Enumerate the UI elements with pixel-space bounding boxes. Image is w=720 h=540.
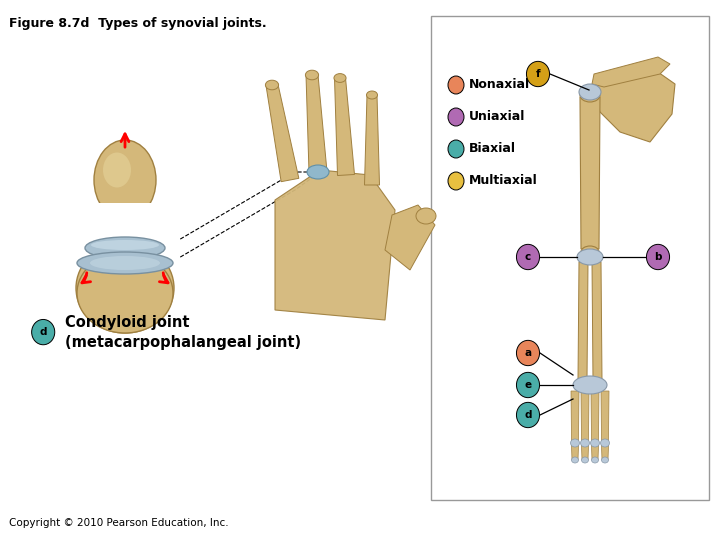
Ellipse shape <box>580 439 590 447</box>
Ellipse shape <box>448 172 464 190</box>
Polygon shape <box>592 262 602 380</box>
Ellipse shape <box>572 457 578 463</box>
Ellipse shape <box>573 376 607 394</box>
Ellipse shape <box>590 439 600 447</box>
Ellipse shape <box>600 439 610 447</box>
Polygon shape <box>580 97 600 249</box>
Text: Nonaxial: Nonaxial <box>469 78 530 91</box>
Ellipse shape <box>516 244 539 269</box>
Ellipse shape <box>77 253 173 333</box>
Polygon shape <box>364 95 379 185</box>
Polygon shape <box>582 445 588 460</box>
Ellipse shape <box>516 402 539 428</box>
Polygon shape <box>275 170 395 320</box>
Ellipse shape <box>113 237 137 247</box>
Ellipse shape <box>76 243 174 333</box>
Ellipse shape <box>305 70 319 80</box>
Text: c: c <box>525 252 531 262</box>
Polygon shape <box>601 445 608 460</box>
Polygon shape <box>581 391 589 443</box>
Ellipse shape <box>85 237 165 259</box>
Bar <box>70 218 180 268</box>
Text: Figure 8.7d  Types of synovial joints.: Figure 8.7d Types of synovial joints. <box>9 17 267 30</box>
Polygon shape <box>591 391 599 443</box>
Ellipse shape <box>91 240 159 250</box>
Ellipse shape <box>570 439 580 447</box>
Ellipse shape <box>581 246 599 258</box>
Ellipse shape <box>592 457 598 463</box>
Ellipse shape <box>580 88 600 102</box>
Polygon shape <box>592 70 675 142</box>
Ellipse shape <box>77 252 173 274</box>
Text: a: a <box>524 348 531 358</box>
Ellipse shape <box>577 249 603 265</box>
Polygon shape <box>592 445 598 460</box>
Polygon shape <box>578 262 588 380</box>
Text: Multiaxial: Multiaxial <box>469 174 538 187</box>
Polygon shape <box>266 84 299 181</box>
Polygon shape <box>306 75 327 173</box>
Polygon shape <box>111 205 139 242</box>
Ellipse shape <box>579 84 601 100</box>
Text: Uniaxial: Uniaxial <box>469 111 526 124</box>
Ellipse shape <box>448 76 464 94</box>
Bar <box>70 203 180 263</box>
Polygon shape <box>592 57 670 87</box>
Text: Copyright © 2010 Pearson Education, Inc.: Copyright © 2010 Pearson Education, Inc. <box>9 518 229 528</box>
Ellipse shape <box>582 457 588 463</box>
Ellipse shape <box>90 256 160 270</box>
Ellipse shape <box>516 373 539 397</box>
Ellipse shape <box>32 320 55 345</box>
Ellipse shape <box>266 80 279 90</box>
Text: b: b <box>654 252 662 262</box>
Text: f: f <box>536 69 540 79</box>
Ellipse shape <box>334 73 346 83</box>
Text: d: d <box>524 410 532 420</box>
Bar <box>431 16 709 500</box>
Ellipse shape <box>516 340 539 366</box>
Ellipse shape <box>416 208 436 224</box>
Polygon shape <box>571 391 579 443</box>
Ellipse shape <box>526 62 549 86</box>
Ellipse shape <box>94 140 156 220</box>
Text: e: e <box>524 380 531 390</box>
Text: Condyloid joint
(metacarpophalangeal joint): Condyloid joint (metacarpophalangeal joi… <box>65 315 301 349</box>
Ellipse shape <box>366 91 377 99</box>
Ellipse shape <box>448 108 464 126</box>
Ellipse shape <box>448 140 464 158</box>
Text: d: d <box>40 327 47 337</box>
Ellipse shape <box>307 165 329 179</box>
Polygon shape <box>335 78 354 176</box>
Text: Biaxial: Biaxial <box>469 143 516 156</box>
Polygon shape <box>601 391 609 443</box>
Ellipse shape <box>601 457 608 463</box>
Ellipse shape <box>103 152 131 187</box>
Polygon shape <box>385 205 435 270</box>
Polygon shape <box>572 445 578 460</box>
Ellipse shape <box>647 244 670 269</box>
